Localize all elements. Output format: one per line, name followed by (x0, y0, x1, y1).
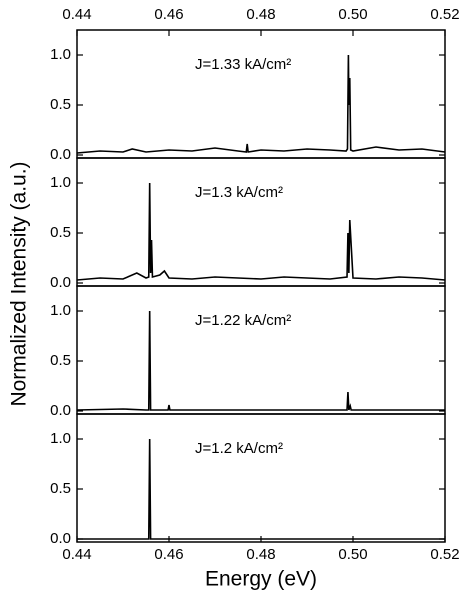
x-tick-label: 0.46 (154, 546, 183, 563)
y-tick-label: 0.0 (50, 146, 71, 163)
y-tick-label: 0.5 (50, 224, 71, 241)
x-tick-label: 0.46 (154, 6, 183, 23)
y-tick-label: 0.5 (50, 480, 71, 497)
x-axis-label: Energy (eV) (205, 568, 317, 591)
spectrum-line (76, 54, 446, 154)
panel-frame (76, 285, 446, 415)
panel-annotation: J=1.22 kA/cm² (195, 312, 291, 329)
x-tick-label: 0.44 (62, 6, 91, 23)
x-tick-label: 0.44 (62, 546, 91, 563)
x-tick-label: 0.50 (338, 6, 367, 23)
panel-frame (76, 413, 446, 543)
y-axis-label: Normalized Intensity (a.u.) (8, 161, 31, 406)
spectrum-line (76, 310, 445, 411)
y-tick-label: 1.0 (50, 46, 71, 63)
y-tick-label: 0.5 (50, 352, 71, 369)
panel-annotation: J=1.3 kA/cm² (195, 184, 283, 201)
panel-frame (76, 29, 446, 159)
y-tick-label: 0.0 (50, 274, 71, 291)
panel-annotation: J=1.2 kA/cm² (195, 440, 283, 457)
y-tick-label: 0.0 (50, 402, 71, 419)
panel-frame (76, 157, 446, 287)
y-tick-label: 0.5 (50, 96, 71, 113)
x-tick-label: 0.50 (338, 546, 367, 563)
x-tick-label: 0.52 (430, 6, 459, 23)
y-tick-label: 1.0 (50, 430, 71, 447)
y-tick-label: 1.0 (50, 174, 71, 191)
spectrum-line (77, 438, 445, 540)
x-tick-label: 0.48 (246, 546, 275, 563)
panel-annotation: J=1.33 kA/cm² (195, 56, 291, 73)
x-tick-label: 0.52 (430, 546, 459, 563)
spectrum-line (76, 182, 446, 281)
y-tick-label: 0.0 (50, 530, 71, 547)
x-tick-label: 0.48 (246, 6, 275, 23)
y-tick-label: 1.0 (50, 302, 71, 319)
